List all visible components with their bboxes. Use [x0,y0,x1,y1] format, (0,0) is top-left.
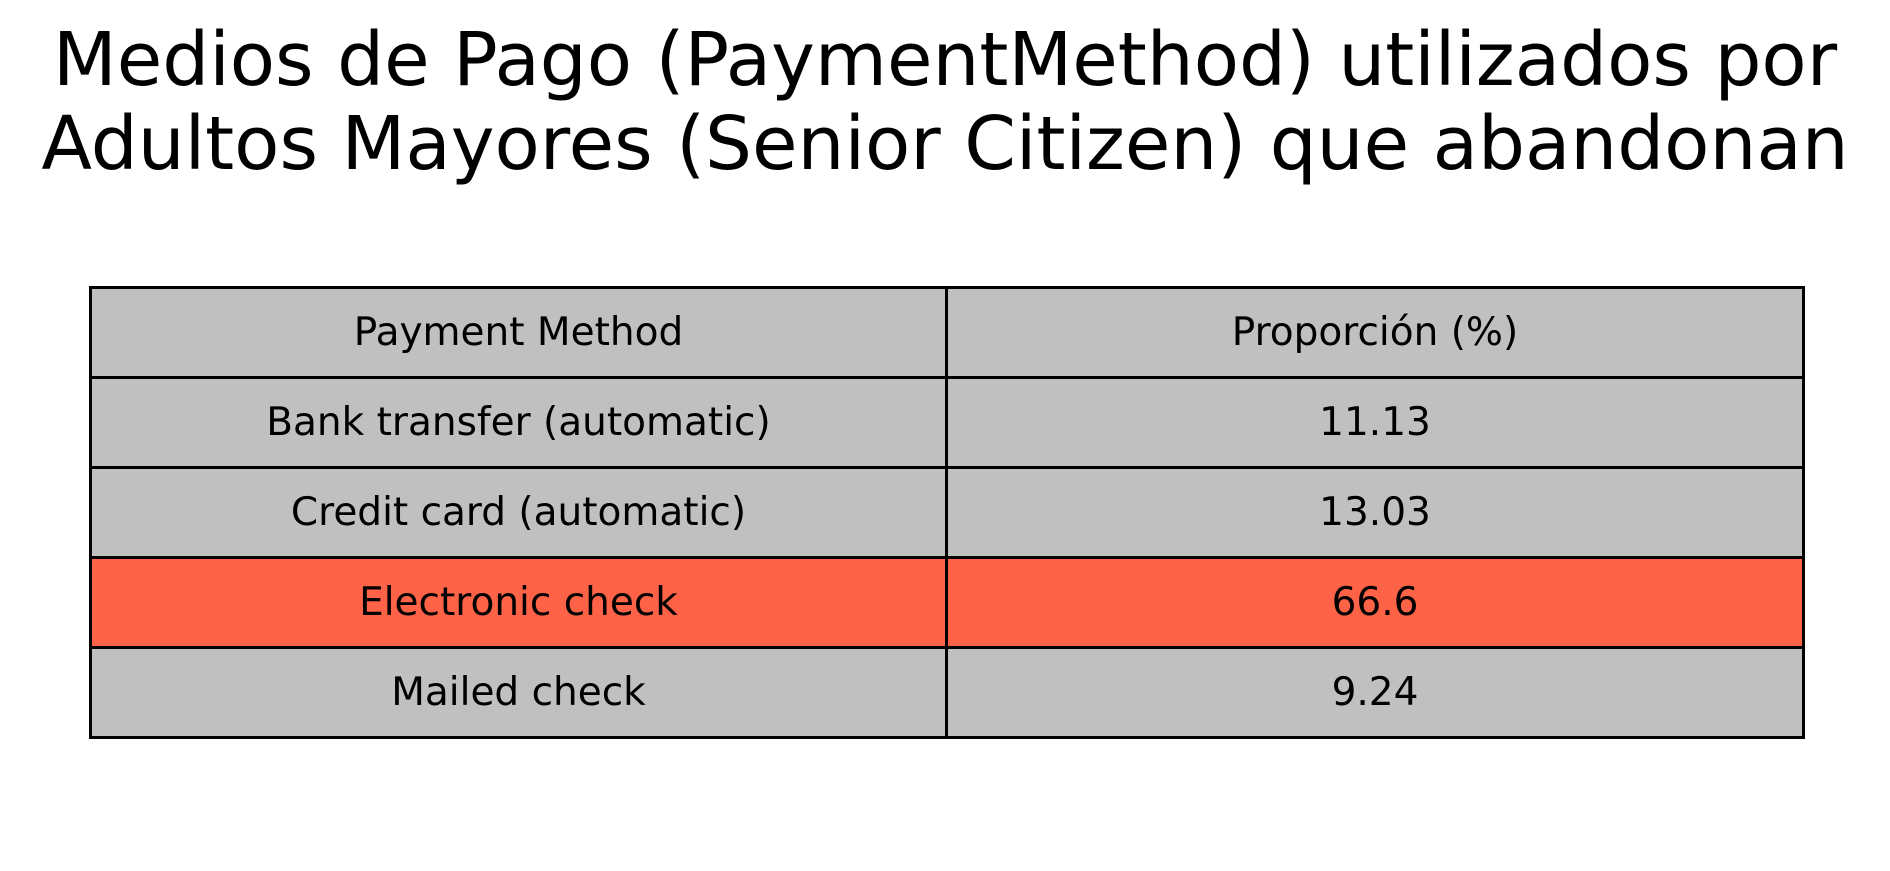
chart-title: Medios de Pago (PaymentMethod) utilizado… [41,17,1849,187]
cell-payment-method: Bank transfer (automatic) [89,376,948,469]
column-header-payment-method: Payment Method [89,286,948,379]
table-row: Electronic check 66.6 [89,556,1805,649]
cell-proportion: 11.13 [945,376,1805,469]
data-table: Payment Method Proporción (%) Bank trans… [89,286,1805,739]
cell-payment-method: Mailed check [89,646,948,739]
table-row: Mailed check 9.24 [89,646,1805,739]
table-row: Bank transfer (automatic) 11.13 [89,376,1805,469]
cell-proportion: 9.24 [945,646,1805,739]
table-header-row: Payment Method Proporción (%) [89,286,1805,379]
cell-payment-method: Electronic check [89,556,948,649]
cell-payment-method: Credit card (automatic) [89,466,948,559]
table-row: Credit card (automatic) 13.03 [89,466,1805,559]
cell-proportion: 13.03 [945,466,1805,559]
cell-proportion: 66.6 [945,556,1805,649]
column-header-proportion: Proporción (%) [945,286,1805,379]
